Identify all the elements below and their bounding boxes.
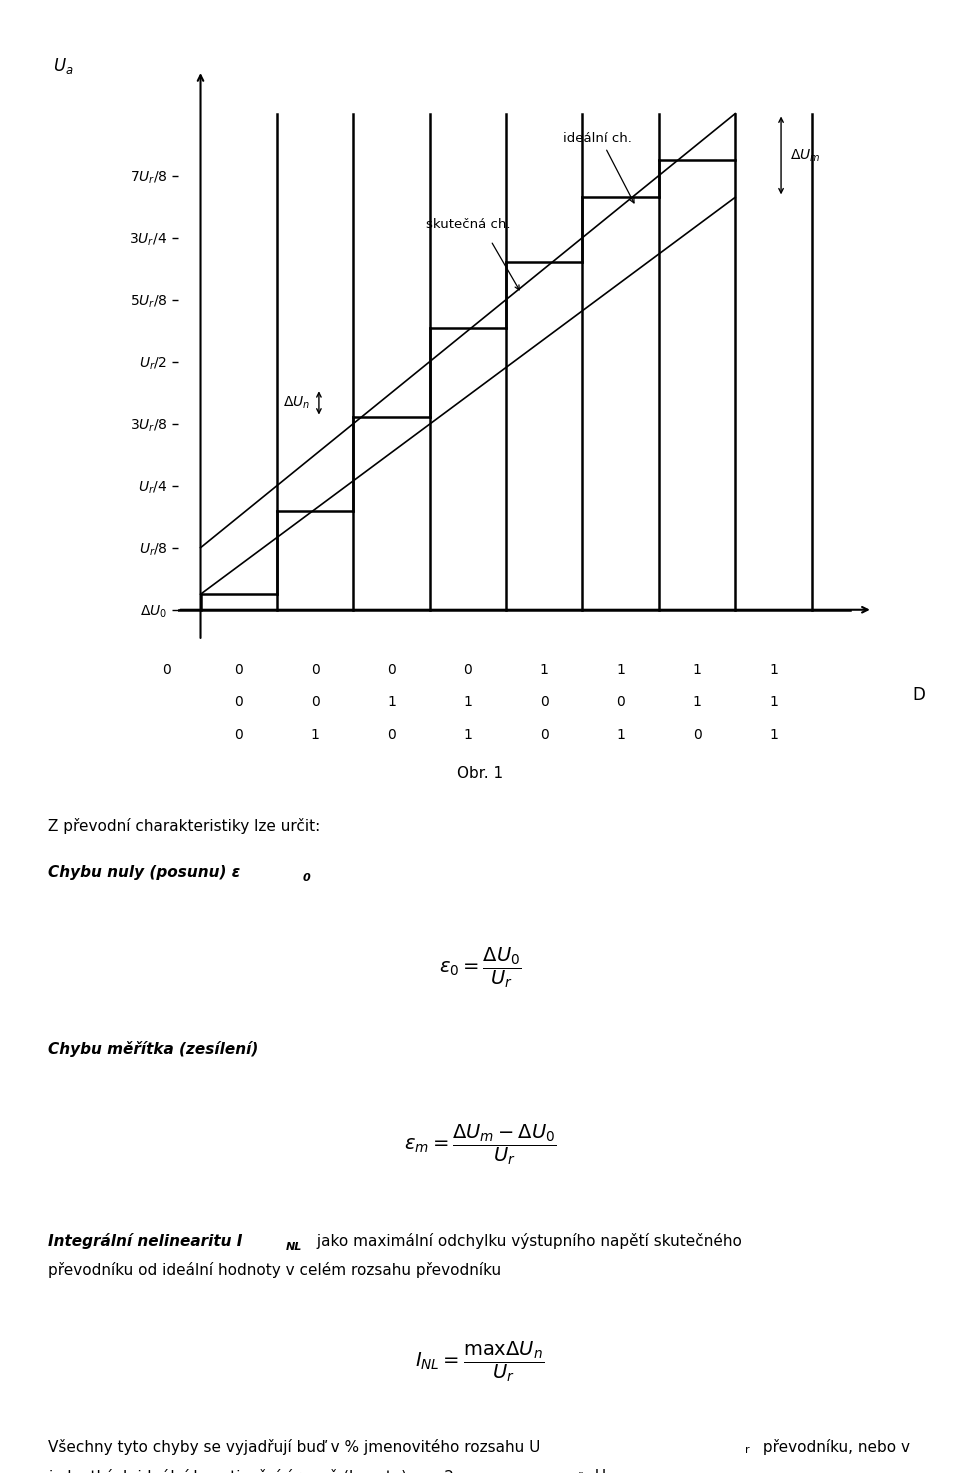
Text: skutečná ch.: skutečná ch. — [425, 218, 510, 231]
Text: $\Delta U_n$: $\Delta U_n$ — [282, 395, 310, 411]
Text: $\varepsilon_0 = \dfrac{\Delta U_0}{U_r}$: $\varepsilon_0 = \dfrac{\Delta U_0}{U_r}… — [439, 946, 521, 990]
Text: 0: 0 — [387, 663, 396, 678]
Text: Z převodní charakteristiky lze určit:: Z převodní charakteristiky lze určit: — [48, 818, 321, 834]
Text: 1: 1 — [616, 728, 625, 742]
Text: 0: 0 — [387, 728, 396, 742]
Text: $\Delta U_m$: $\Delta U_m$ — [790, 147, 821, 164]
Text: Chybu nuly (posunu) ε: Chybu nuly (posunu) ε — [48, 865, 240, 879]
Text: 1: 1 — [464, 695, 472, 710]
Text: .: . — [616, 1469, 621, 1473]
Text: 0: 0 — [162, 663, 171, 678]
Text: ⁻ⁿ: ⁻ⁿ — [572, 1470, 584, 1473]
Text: $U_a$: $U_a$ — [53, 56, 73, 77]
Text: Všechny tyto chyby se vyjadřují buď v % jmenovitého rozsahu U: Všechny tyto chyby se vyjadřují buď v % … — [48, 1439, 540, 1455]
Text: 1: 1 — [769, 695, 778, 710]
Text: ideální ch.: ideální ch. — [564, 131, 633, 144]
Text: jako maximální odchylku výstupního napětí skutečného: jako maximální odchylku výstupního napět… — [312, 1233, 742, 1249]
Text: 1: 1 — [464, 728, 472, 742]
Text: 1: 1 — [311, 728, 320, 742]
Text: 1: 1 — [616, 663, 625, 678]
Text: 0: 0 — [234, 728, 243, 742]
Text: 0: 0 — [693, 728, 702, 742]
Text: 0: 0 — [311, 663, 320, 678]
Text: Chybu měřítka (zesílení): Chybu měřítka (zesílení) — [48, 1041, 258, 1058]
Text: 0: 0 — [302, 873, 310, 884]
Text: 1: 1 — [387, 695, 396, 710]
Text: 1: 1 — [692, 695, 702, 710]
Text: 1: 1 — [769, 728, 778, 742]
Text: 0: 0 — [540, 728, 548, 742]
Text: 0: 0 — [311, 695, 320, 710]
Text: .U: .U — [590, 1469, 607, 1473]
Text: jednotkách ideální kvantizační úrovně (kvanta) q = 2: jednotkách ideální kvantizační úrovně (k… — [48, 1469, 454, 1473]
Text: 0: 0 — [616, 695, 625, 710]
Text: D: D — [912, 686, 924, 704]
Text: 0: 0 — [540, 695, 548, 710]
Text: převodníku od ideální hodnoty v celém rozsahu převodníku: převodníku od ideální hodnoty v celém ro… — [48, 1262, 501, 1279]
Text: převodníku, nebo v: převodníku, nebo v — [758, 1439, 910, 1455]
Text: 0: 0 — [234, 695, 243, 710]
Text: 1: 1 — [692, 663, 702, 678]
Text: $\varepsilon_m = \dfrac{\Delta U_m - \Delta U_0}{U_r}$: $\varepsilon_m = \dfrac{\Delta U_m - \De… — [404, 1122, 556, 1167]
Text: r: r — [745, 1445, 750, 1455]
Text: NL: NL — [286, 1242, 302, 1252]
Text: 0: 0 — [234, 663, 243, 678]
Text: Integrální nelinearitu I: Integrální nelinearitu I — [48, 1233, 242, 1249]
Text: 1: 1 — [769, 663, 778, 678]
Text: $I_{NL} = \dfrac{\max \Delta U_n}{U_r}$: $I_{NL} = \dfrac{\max \Delta U_n}{U_r}$ — [416, 1339, 544, 1383]
Text: 0: 0 — [464, 663, 472, 678]
Text: Obr. 1: Obr. 1 — [457, 766, 503, 781]
Text: 1: 1 — [540, 663, 549, 678]
